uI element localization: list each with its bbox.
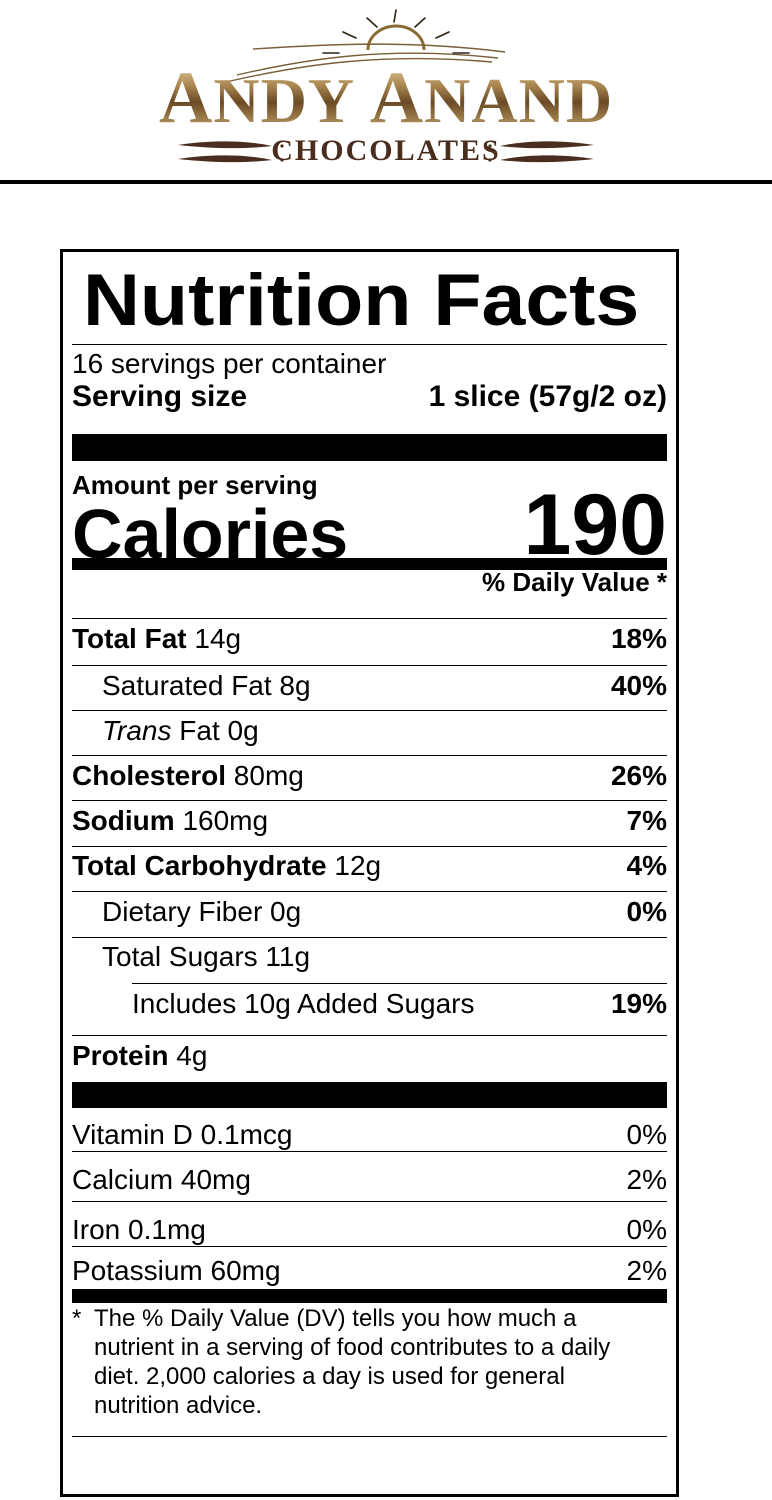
svg-text:ANDY ANAND: ANDY ANAND [159, 57, 613, 139]
svg-text:CHOCOLATES: CHOCOLATES [271, 134, 501, 167]
